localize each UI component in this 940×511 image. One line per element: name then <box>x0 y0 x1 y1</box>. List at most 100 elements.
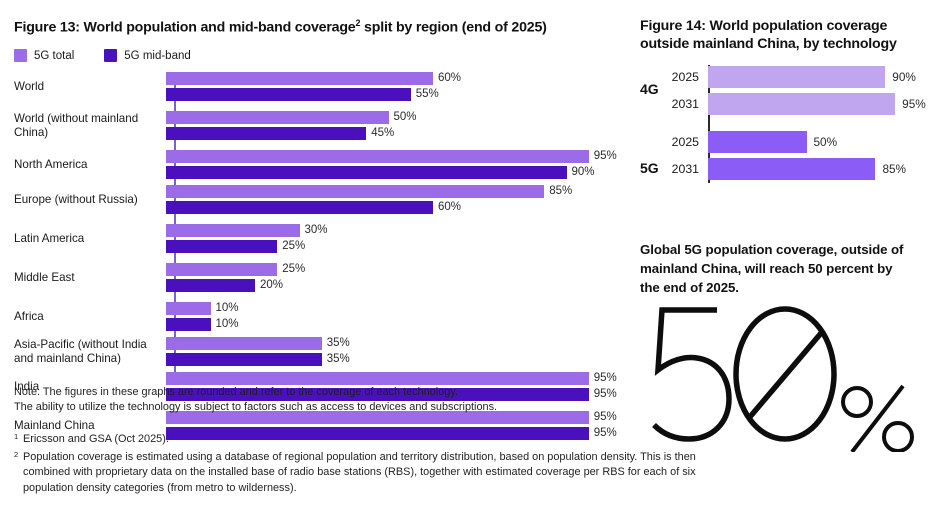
bar-group-bars: 35% 35% <box>166 336 624 367</box>
figure-13-title: Figure 13: World population and mid-band… <box>14 18 624 37</box>
bar-row: 60% <box>166 201 624 215</box>
bar-row: 95% <box>166 150 624 164</box>
note-line-2: The ability to utilize the technology is… <box>14 401 498 414</box>
bar-row: 50% <box>166 111 624 125</box>
bar <box>166 240 278 254</box>
figure-13-plot: World 60% 55% World (without mainland China… <box>14 72 624 441</box>
bar-group-label: Mainland China <box>14 418 95 432</box>
bar <box>166 427 589 441</box>
bar-value-label: 10% <box>215 301 239 314</box>
bar-row: 2025 50% <box>640 130 932 154</box>
bar-group-label: Africa <box>14 309 44 323</box>
figure-14-title: Figure 14: World population coverage out… <box>640 17 897 52</box>
bar-row: 95% <box>166 387 624 402</box>
bar-group: World 60% 55% <box>14 71 624 102</box>
bar-row: 60% <box>166 71 624 86</box>
bar-year-label: 2025 <box>671 135 699 150</box>
bar-row: 90% <box>166 165 624 180</box>
bar-group: World (without mainland China) 50% 45% <box>14 111 624 141</box>
bar-value-label: 90% <box>571 165 595 178</box>
note-line-1: Note: The figures in these graphs are ro… <box>14 386 458 398</box>
bar <box>166 72 433 86</box>
figure-14-bar-groups: 4G 2025 90% 2031 95% 5G 2025 50% 2031 85% <box>640 65 932 181</box>
bar <box>166 302 211 316</box>
bar-group-label: World <box>14 79 45 93</box>
bar <box>166 166 567 180</box>
bar-value-label: 25% <box>282 262 306 275</box>
footnote-text: Ericsson and GSA (Oct 2025). <box>23 433 169 445</box>
bar-group-label: Asia-Pacific (without India and mainland… <box>14 337 147 365</box>
bar-group-label: Europe (without Russia) <box>14 192 138 206</box>
legend-label-5g-mid-band: 5G mid-band <box>124 49 191 62</box>
bar-group: Africa 10% 10% <box>14 301 624 332</box>
bar-group-label: North America <box>14 157 88 171</box>
bar-value-label: 35% <box>326 336 350 349</box>
footnotes: 1 Ericsson and GSA (Oct 2025). 2 Population… <box>14 432 714 496</box>
bar-group: Europe (without Russia) 85% 60% <box>14 185 624 215</box>
figure-13: Figure 13: World population and mid-band… <box>14 6 624 441</box>
footnote-marker: 1 <box>14 432 19 441</box>
bar-value-label: 95% <box>593 387 617 400</box>
big-number-50-percent <box>645 292 935 452</box>
bar-value-label: 60% <box>438 71 462 84</box>
bar-value-label: 35% <box>326 352 350 365</box>
bar-group-bars: 10% 10% <box>166 301 624 332</box>
bar-year-label: 2031 <box>671 97 699 112</box>
bar-value-label: 55% <box>415 87 439 100</box>
bar <box>166 318 211 332</box>
figure-13-title-suffix: split by region (end of 2025) <box>360 19 547 36</box>
bar-row: 2025 90% <box>640 65 932 89</box>
bar-row: 95% <box>166 371 624 386</box>
figure-14-plot: 4G 2025 90% 2031 95% 5G 2025 50% 2031 85% <box>640 65 932 184</box>
bar-group-label: Middle East <box>14 270 75 284</box>
bar-value-label: 95% <box>902 97 926 112</box>
tech-group-label: 5G <box>640 160 659 177</box>
bar-row: 95% <box>166 411 624 425</box>
legend-item-5g-mid-band: 5G mid-band <box>104 49 191 63</box>
bar <box>166 263 278 277</box>
bar-group-bars: 60% 55% <box>166 71 624 102</box>
figure-13-bar-groups: World 60% 55% World (without mainland China… <box>14 72 624 446</box>
bar-group-label: India <box>14 379 40 393</box>
legend-swatch-midband-icon <box>104 49 118 63</box>
bar-group: North America 95% 90% <box>14 150 624 180</box>
bar-group-bars: 50% 45% <box>166 111 624 141</box>
figure-14-y-axis <box>708 65 710 184</box>
bar-row: 20% <box>166 278 624 293</box>
bar-row: 55% <box>166 87 624 102</box>
bar-group-bars: 85% 60% <box>166 185 624 215</box>
bar-value-label: 95% <box>593 371 617 384</box>
bar-value-label: 20% <box>260 278 284 291</box>
bar <box>708 131 807 154</box>
bar-group-bars: 25% 20% <box>166 262 624 293</box>
bar-row: 10% <box>166 301 624 316</box>
bar-value-label: 90% <box>892 70 916 85</box>
bar <box>166 111 389 125</box>
figure-13-title-superscript: 2 <box>355 17 361 28</box>
footnote-item: 2 Population coverage is estimated using … <box>14 450 714 497</box>
bar-year-label: 2025 <box>671 70 699 85</box>
bar-value-label: 30% <box>304 223 328 236</box>
bar-value-label: 50% <box>813 135 838 150</box>
legend-label-5g-total: 5G total <box>34 49 75 62</box>
footnote-marker: 2 <box>14 449 19 459</box>
bar-value-label: 85% <box>882 162 907 177</box>
bar <box>166 88 411 102</box>
legend-swatch-total-icon <box>14 49 27 63</box>
bar <box>166 372 589 386</box>
tech-group-label: 4G <box>640 81 659 98</box>
bar-row: 85% <box>166 185 624 199</box>
bar-year-label: 2031 <box>671 162 699 177</box>
bar-row: 35% <box>166 352 624 367</box>
bar <box>166 279 255 293</box>
bar <box>708 158 876 181</box>
bar-row: 2031 95% <box>640 92 932 116</box>
bar <box>166 127 367 141</box>
big-number-graphic <box>652 306 914 452</box>
bar-group: Asia-Pacific (without India and mainland… <box>14 336 624 367</box>
bar <box>166 224 300 238</box>
bar-row: 35% <box>166 336 624 351</box>
bar <box>166 201 433 215</box>
bar-value-label: 25% <box>282 239 306 252</box>
